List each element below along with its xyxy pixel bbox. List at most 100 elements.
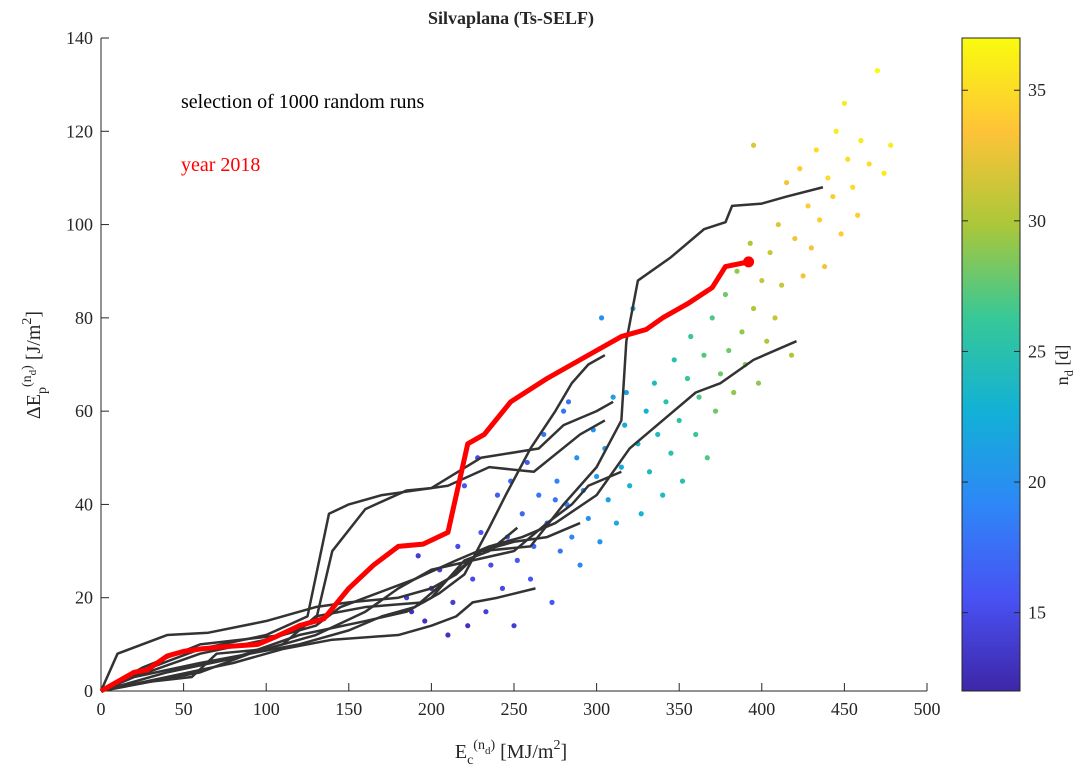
scatter-point [415, 553, 421, 559]
scatter-point [623, 389, 629, 396]
scatter-point [483, 609, 489, 615]
scatter-point [605, 497, 611, 503]
scatter-point [527, 576, 534, 582]
scatter-point [717, 371, 724, 377]
y-tick-label: 20 [75, 588, 93, 608]
scatter-point [552, 497, 558, 503]
scatter-point [597, 539, 603, 545]
label-part: ] [23, 311, 45, 318]
scatter-point [750, 142, 757, 148]
label-part: ΔE [23, 394, 45, 419]
scatter-point [750, 305, 757, 312]
scatter-point [841, 100, 848, 106]
y-tick-label: 120 [66, 121, 93, 141]
scatter-point [627, 483, 633, 489]
scatter-point [783, 179, 790, 186]
scatter-point [671, 357, 677, 363]
label-part: [MJ/m [495, 741, 554, 763]
x-tick-label: 450 [831, 699, 858, 719]
scatter-point [739, 329, 745, 335]
scatter-point [830, 193, 836, 200]
scatter-point [646, 469, 653, 475]
scatter-point [478, 529, 484, 536]
x-tick-label: 350 [666, 699, 693, 719]
scatter-point [676, 417, 682, 424]
y-tick-label: 100 [66, 215, 93, 235]
scatter-point [764, 338, 770, 344]
x-tick-label: 50 [175, 699, 193, 719]
line [100, 400, 614, 693]
scatter-point [668, 450, 674, 456]
scatter-point [747, 240, 753, 246]
scatter-point [514, 557, 520, 564]
scatter-point [622, 422, 628, 428]
x-tick-label: 300 [583, 699, 610, 719]
scatter-point [850, 184, 856, 190]
y-tick-label: 60 [75, 401, 93, 421]
scatter-point [569, 534, 575, 540]
scatter-point [585, 515, 591, 522]
scatter-point [494, 492, 501, 498]
scatter-point [704, 455, 710, 461]
x-tick-label: 400 [748, 699, 775, 719]
label-part: 2 [20, 318, 35, 325]
scatter-point [696, 394, 702, 400]
scatter-point [638, 511, 644, 517]
scatter-point [560, 408, 567, 414]
label-part: 2 [553, 738, 560, 753]
scatter-point [613, 520, 620, 526]
scatter-point [679, 478, 686, 484]
colorbar-tick-label: 35 [1028, 80, 1046, 100]
colorbar-label: nd [d] [1052, 345, 1076, 386]
label-part: [J/m [23, 324, 45, 365]
scatter-point [734, 268, 740, 274]
line [99, 259, 750, 694]
scatter-point [655, 431, 661, 438]
scatter-point [701, 352, 707, 358]
scatter-point [855, 212, 861, 218]
label-part: d [27, 369, 39, 375]
line [100, 587, 536, 693]
scatter-point [524, 459, 530, 466]
scatter-point [651, 380, 658, 386]
scatter-point [422, 618, 428, 624]
scatter-point [888, 142, 894, 148]
x-tick-label: 100 [253, 699, 280, 719]
label-part: (n [20, 375, 35, 387]
scatter-point [797, 166, 803, 172]
x-tick-label: 250 [501, 699, 528, 719]
scatter-point [825, 175, 831, 181]
scatter-point [709, 315, 715, 321]
line [100, 340, 797, 693]
scatter-point [594, 473, 600, 480]
colorbar-tick-label: 25 [1028, 341, 1046, 361]
line [100, 526, 519, 693]
colorbar [961, 37, 1021, 692]
line [100, 354, 606, 693]
label-part: p [35, 387, 50, 394]
scatter-point [470, 576, 476, 582]
scatter-point [565, 399, 572, 405]
scatter-point [805, 203, 811, 209]
label-part: n [1052, 376, 1072, 385]
scatter-point [660, 492, 666, 498]
scatter-point [536, 492, 542, 498]
scatter-point [874, 68, 881, 74]
label-part: [d] [1052, 345, 1072, 371]
label-part: ) [490, 738, 495, 753]
scatter-point [511, 623, 517, 629]
x-axis-label: Ec(nd) [MJ/m2] [455, 738, 567, 768]
scatter-point [610, 394, 616, 400]
scatter-point [833, 128, 839, 134]
scatter-point [813, 147, 819, 153]
label-part: d [1062, 369, 1076, 376]
scatter-point [712, 408, 719, 414]
scatter-point [779, 282, 785, 288]
scatter-point [663, 399, 669, 405]
scatter-point [817, 217, 823, 223]
scatter-point [618, 464, 624, 470]
x-tick-label: 500 [914, 699, 941, 719]
scatter-point [821, 263, 828, 270]
colorbar-tick-label: 30 [1028, 211, 1046, 231]
scatter-point [574, 455, 580, 461]
